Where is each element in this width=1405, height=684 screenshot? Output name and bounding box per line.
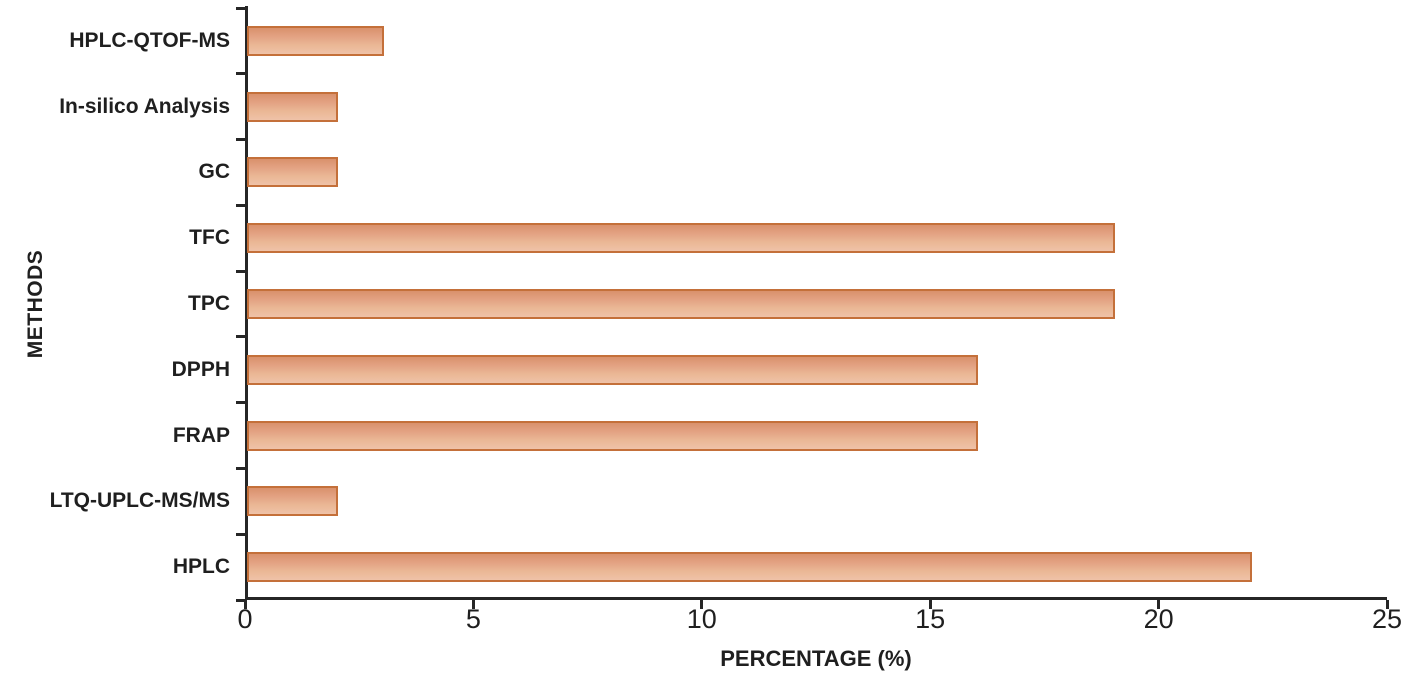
category-labels: HPLC-QTOF-MS In-silico Analysis GC TFC TPC DP… <box>0 8 230 600</box>
y-axis-tick <box>236 72 245 76</box>
bar-gc <box>247 157 339 188</box>
category-label: HPLC <box>172 555 230 579</box>
category-label: GC <box>198 160 231 184</box>
x-axis-tick <box>243 600 247 609</box>
y-axis-tick <box>236 6 245 10</box>
bar-frap <box>247 420 978 451</box>
bar-hplc <box>247 552 1252 583</box>
bar-tpc <box>247 289 1115 319</box>
y-axis-tick <box>236 269 245 273</box>
x-axis-line <box>245 597 1387 600</box>
y-axis-tick <box>236 138 245 142</box>
x-axis-tick <box>700 600 704 609</box>
category-label: DPPH <box>171 357 230 381</box>
x-axis-tick <box>1157 600 1161 609</box>
y-axis-tick <box>236 598 245 602</box>
category-label: FRAP <box>172 423 230 447</box>
bar-tfc <box>247 223 1115 254</box>
y-axis-tick <box>236 401 245 405</box>
bar-hplc-qtof-ms <box>247 25 385 56</box>
category-label: TFC <box>189 226 230 250</box>
category-label: HPLC-QTOF-MS <box>69 28 230 52</box>
category-label: TPC <box>188 292 230 315</box>
y-axis-tick <box>236 335 245 339</box>
x-axis-tick <box>471 600 475 609</box>
x-axis-tick-label: 5 <box>465 604 481 634</box>
x-axis-tick-label: 20 <box>1143 604 1174 634</box>
x-axis-tick <box>1385 600 1389 609</box>
category-label: LTQ-UPLC-MS/MS <box>49 489 230 513</box>
category-label: In-silico Analysis <box>59 94 230 118</box>
x-axis-tick-label: 15 <box>915 604 946 634</box>
y-axis-tick <box>236 466 245 470</box>
bar-ltq-uplc-ms-ms <box>247 486 339 517</box>
plot-area <box>236 6 1389 609</box>
x-axis-title: PERCENTAGE (%) <box>720 646 912 671</box>
x-axis-tick-label: 0 <box>237 604 253 634</box>
x-axis-tick <box>928 600 932 609</box>
y-axis-tick <box>236 203 245 207</box>
bar-in-silico-analysis <box>247 91 339 122</box>
y-axis-line <box>245 6 248 600</box>
x-axis-tick-label: 25 <box>1371 604 1403 634</box>
y-axis-tick <box>236 532 245 536</box>
bar-dpph <box>247 354 978 385</box>
x-axis-tick-label: 10 <box>686 604 717 634</box>
